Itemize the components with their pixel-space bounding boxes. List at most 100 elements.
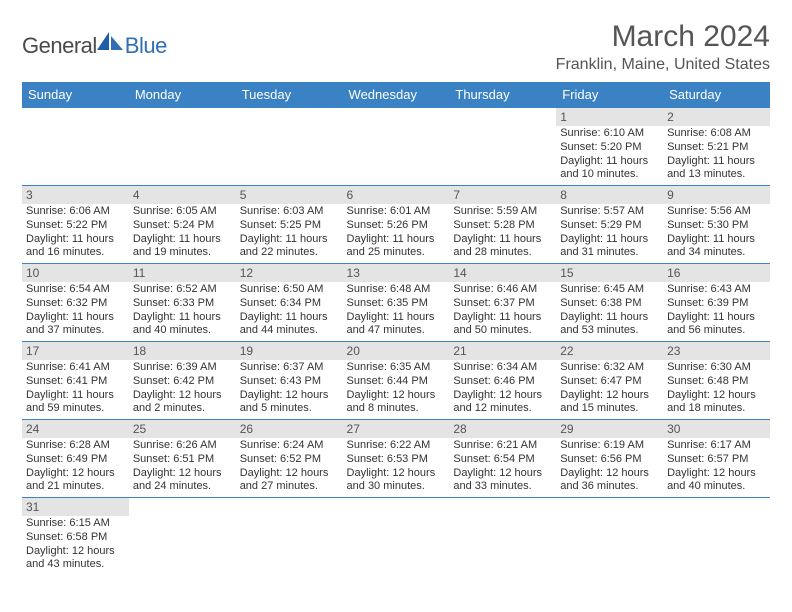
daylight-text: Daylight: 11 hours and 40 minutes.: [133, 311, 232, 339]
calendar-cell: 21Sunrise: 6:34 AMSunset: 6:46 PMDayligh…: [449, 342, 556, 420]
daylight-text: Daylight: 12 hours and 33 minutes.: [453, 467, 552, 495]
day-number: 12: [236, 264, 343, 282]
day-number: 23: [663, 342, 770, 360]
calendar-cell: [343, 498, 450, 576]
daylight-text: Daylight: 12 hours and 15 minutes.: [560, 389, 659, 417]
day-number: 25: [129, 420, 236, 438]
day-number: [663, 498, 770, 516]
day-number: 22: [556, 342, 663, 360]
page-header: General Blue March 2024 Franklin, Maine,…: [22, 20, 770, 74]
day-number: 20: [343, 342, 450, 360]
calendar-cell: 26Sunrise: 6:24 AMSunset: 6:52 PMDayligh…: [236, 420, 343, 498]
sunset-text: Sunset: 5:20 PM: [560, 141, 659, 155]
calendar-cell: [449, 108, 556, 186]
day-number: 5: [236, 186, 343, 204]
sunrise-text: Sunrise: 6:34 AM: [453, 361, 552, 375]
day-number: 29: [556, 420, 663, 438]
sunrise-text: Sunrise: 6:45 AM: [560, 283, 659, 297]
sunrise-text: Sunrise: 6:32 AM: [560, 361, 659, 375]
sunrise-text: Sunrise: 6:39 AM: [133, 361, 232, 375]
calendar-cell: 6Sunrise: 6:01 AMSunset: 5:26 PMDaylight…: [343, 186, 450, 264]
sunrise-text: Sunrise: 6:08 AM: [667, 127, 766, 141]
sunset-text: Sunset: 5:21 PM: [667, 141, 766, 155]
sunset-text: Sunset: 5:26 PM: [347, 219, 446, 233]
day-number: 3: [22, 186, 129, 204]
calendar-cell: 3Sunrise: 6:06 AMSunset: 5:22 PMDaylight…: [22, 186, 129, 264]
sunrise-text: Sunrise: 6:10 AM: [560, 127, 659, 141]
calendar-cell: [236, 498, 343, 576]
calendar-cell: [22, 108, 129, 186]
calendar-cell: [236, 108, 343, 186]
sunrise-text: Sunrise: 6:52 AM: [133, 283, 232, 297]
sunset-text: Sunset: 6:48 PM: [667, 375, 766, 389]
sunset-text: Sunset: 6:35 PM: [347, 297, 446, 311]
daylight-text: Daylight: 12 hours and 2 minutes.: [133, 389, 232, 417]
calendar-cell: [343, 108, 450, 186]
day-number: 13: [343, 264, 450, 282]
daylight-text: Daylight: 11 hours and 13 minutes.: [667, 155, 766, 183]
sunset-text: Sunset: 6:39 PM: [667, 297, 766, 311]
sunrise-text: Sunrise: 6:46 AM: [453, 283, 552, 297]
day-number: [556, 498, 663, 516]
day-number: 31: [22, 498, 129, 516]
day-number: 17: [22, 342, 129, 360]
day-number: 27: [343, 420, 450, 438]
sunrise-text: Sunrise: 6:21 AM: [453, 439, 552, 453]
sunrise-text: Sunrise: 6:26 AM: [133, 439, 232, 453]
day-number: 19: [236, 342, 343, 360]
location-subtitle: Franklin, Maine, United States: [556, 56, 770, 74]
day-number: 11: [129, 264, 236, 282]
sunrise-text: Sunrise: 6:28 AM: [26, 439, 125, 453]
daylight-text: Daylight: 12 hours and 36 minutes.: [560, 467, 659, 495]
calendar-week-row: 31Sunrise: 6:15 AMSunset: 6:58 PMDayligh…: [22, 498, 770, 576]
daylight-text: Daylight: 12 hours and 43 minutes.: [26, 545, 125, 573]
sunset-text: Sunset: 5:29 PM: [560, 219, 659, 233]
sunset-text: Sunset: 6:51 PM: [133, 453, 232, 467]
daylight-text: Daylight: 12 hours and 5 minutes.: [240, 389, 339, 417]
daylight-text: Daylight: 11 hours and 56 minutes.: [667, 311, 766, 339]
sunrise-text: Sunrise: 6:05 AM: [133, 205, 232, 219]
calendar-cell: 14Sunrise: 6:46 AMSunset: 6:37 PMDayligh…: [449, 264, 556, 342]
calendar-week-row: 10Sunrise: 6:54 AMSunset: 6:32 PM Dayligh…: [22, 264, 770, 342]
calendar-cell: 2Sunrise: 6:08 AMSunset: 5:21 PMDaylight…: [663, 108, 770, 186]
daylight-text: Daylight: 11 hours and 59 minutes.: [26, 389, 125, 417]
calendar-cell: [663, 498, 770, 576]
daylight-text: Daylight: 11 hours and 25 minutes.: [347, 233, 446, 261]
sunset-text: Sunset: 6:32 PM: [26, 297, 125, 311]
calendar-cell: 31Sunrise: 6:15 AMSunset: 6:58 PMDayligh…: [22, 498, 129, 576]
sunrise-text: Sunrise: 6:01 AM: [347, 205, 446, 219]
brand-logo: General Blue: [22, 20, 167, 61]
sunset-text: Sunset: 5:28 PM: [453, 219, 552, 233]
day-number: 8: [556, 186, 663, 204]
weekday-header: Thursday: [449, 82, 556, 108]
sunset-text: Sunset: 5:24 PM: [133, 219, 232, 233]
day-number: 16: [663, 264, 770, 282]
sunrise-text: Sunrise: 6:48 AM: [347, 283, 446, 297]
daylight-text: Daylight: 12 hours and 12 minutes.: [453, 389, 552, 417]
calendar-cell: 7Sunrise: 5:59 AMSunset: 5:28 PMDaylight…: [449, 186, 556, 264]
day-number: [343, 108, 450, 126]
sunset-text: Sunset: 6:58 PM: [26, 531, 125, 545]
sunset-text: Sunset: 6:41 PM: [26, 375, 125, 389]
weekday-header: Saturday: [663, 82, 770, 108]
day-number: 28: [449, 420, 556, 438]
calendar-cell: [129, 108, 236, 186]
calendar-cell: 10Sunrise: 6:54 AMSunset: 6:32 PMDayligh…: [22, 264, 129, 342]
day-number: 4: [129, 186, 236, 204]
day-number: 15: [556, 264, 663, 282]
sunrise-text: Sunrise: 6:30 AM: [667, 361, 766, 375]
sunset-text: Sunset: 6:52 PM: [240, 453, 339, 467]
sunrise-text: Sunrise: 6:43 AM: [667, 283, 766, 297]
day-number: 10: [22, 264, 129, 282]
daylight-text: Daylight: 12 hours and 27 minutes.: [240, 467, 339, 495]
sunset-text: Sunset: 6:53 PM: [347, 453, 446, 467]
sunrise-text: Sunrise: 6:22 AM: [347, 439, 446, 453]
calendar-cell: 1Sunrise: 6:10 AMSunset: 5:20 PMDaylight…: [556, 108, 663, 186]
sunrise-text: Sunrise: 6:37 AM: [240, 361, 339, 375]
day-number: [449, 108, 556, 126]
sunrise-text: Sunrise: 6:03 AM: [240, 205, 339, 219]
sunrise-text: Sunrise: 6:54 AM: [26, 283, 125, 297]
weekday-header-row: Sunday Monday Tuesday Wednesday Thursday…: [22, 82, 770, 108]
calendar-cell: 4Sunrise: 6:05 AMSunset: 5:24 PMDaylight…: [129, 186, 236, 264]
daylight-text: Daylight: 11 hours and 19 minutes.: [133, 233, 232, 261]
